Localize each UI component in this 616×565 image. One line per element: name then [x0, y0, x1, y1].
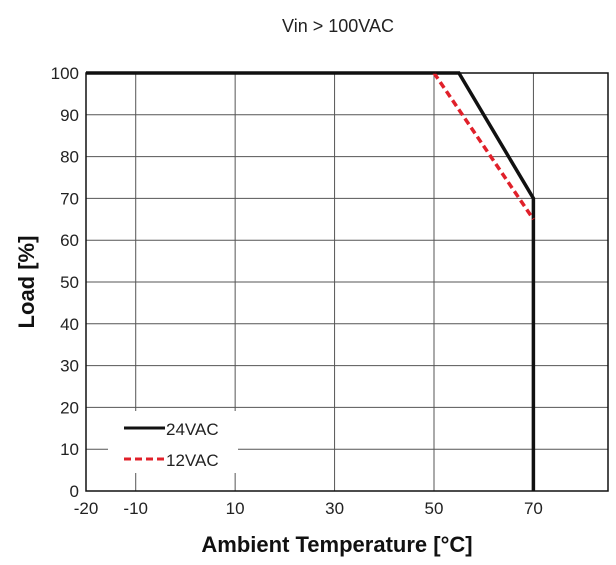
y-tick-label: 50 — [60, 273, 79, 292]
y-tick-label: 0 — [70, 482, 79, 501]
y-tick-labels: 0 10 20 30 40 50 60 70 80 90 100 — [51, 64, 79, 501]
y-tick-label: 100 — [51, 64, 79, 83]
legend: 24VAC 12VAC — [108, 411, 238, 473]
legend-label-12vac: 12VAC — [166, 451, 219, 470]
y-tick-label: 80 — [60, 148, 79, 167]
x-tick-label: 30 — [325, 499, 344, 518]
x-axis-title: Ambient Temperature [°C] — [201, 532, 472, 557]
y-tick-label: 60 — [60, 231, 79, 250]
y-axis-title: Load [%] — [14, 236, 39, 329]
y-tick-label: 10 — [60, 440, 79, 459]
legend-label-24vac: 24VAC — [166, 420, 219, 439]
y-tick-label: 20 — [60, 398, 79, 417]
y-tick-label: 90 — [60, 106, 79, 125]
y-tick-label: 30 — [60, 357, 79, 376]
y-tick-label: 40 — [60, 315, 79, 334]
chart-subtitle: Vin > 100VAC — [282, 16, 394, 36]
y-tick-label: 70 — [60, 189, 79, 208]
plot-frame — [85, 72, 609, 492]
x-tick-labels: -20 -10 10 30 50 70 — [74, 499, 543, 518]
x-tick-label: -10 — [123, 499, 148, 518]
x-tick-label: 10 — [226, 499, 245, 518]
legend-box — [108, 411, 238, 473]
series-line-12vac — [432, 72, 535, 221]
x-tick-label: 70 — [524, 499, 543, 518]
x-tick-label: -20 — [74, 499, 99, 518]
x-tick-label: 50 — [425, 499, 444, 518]
